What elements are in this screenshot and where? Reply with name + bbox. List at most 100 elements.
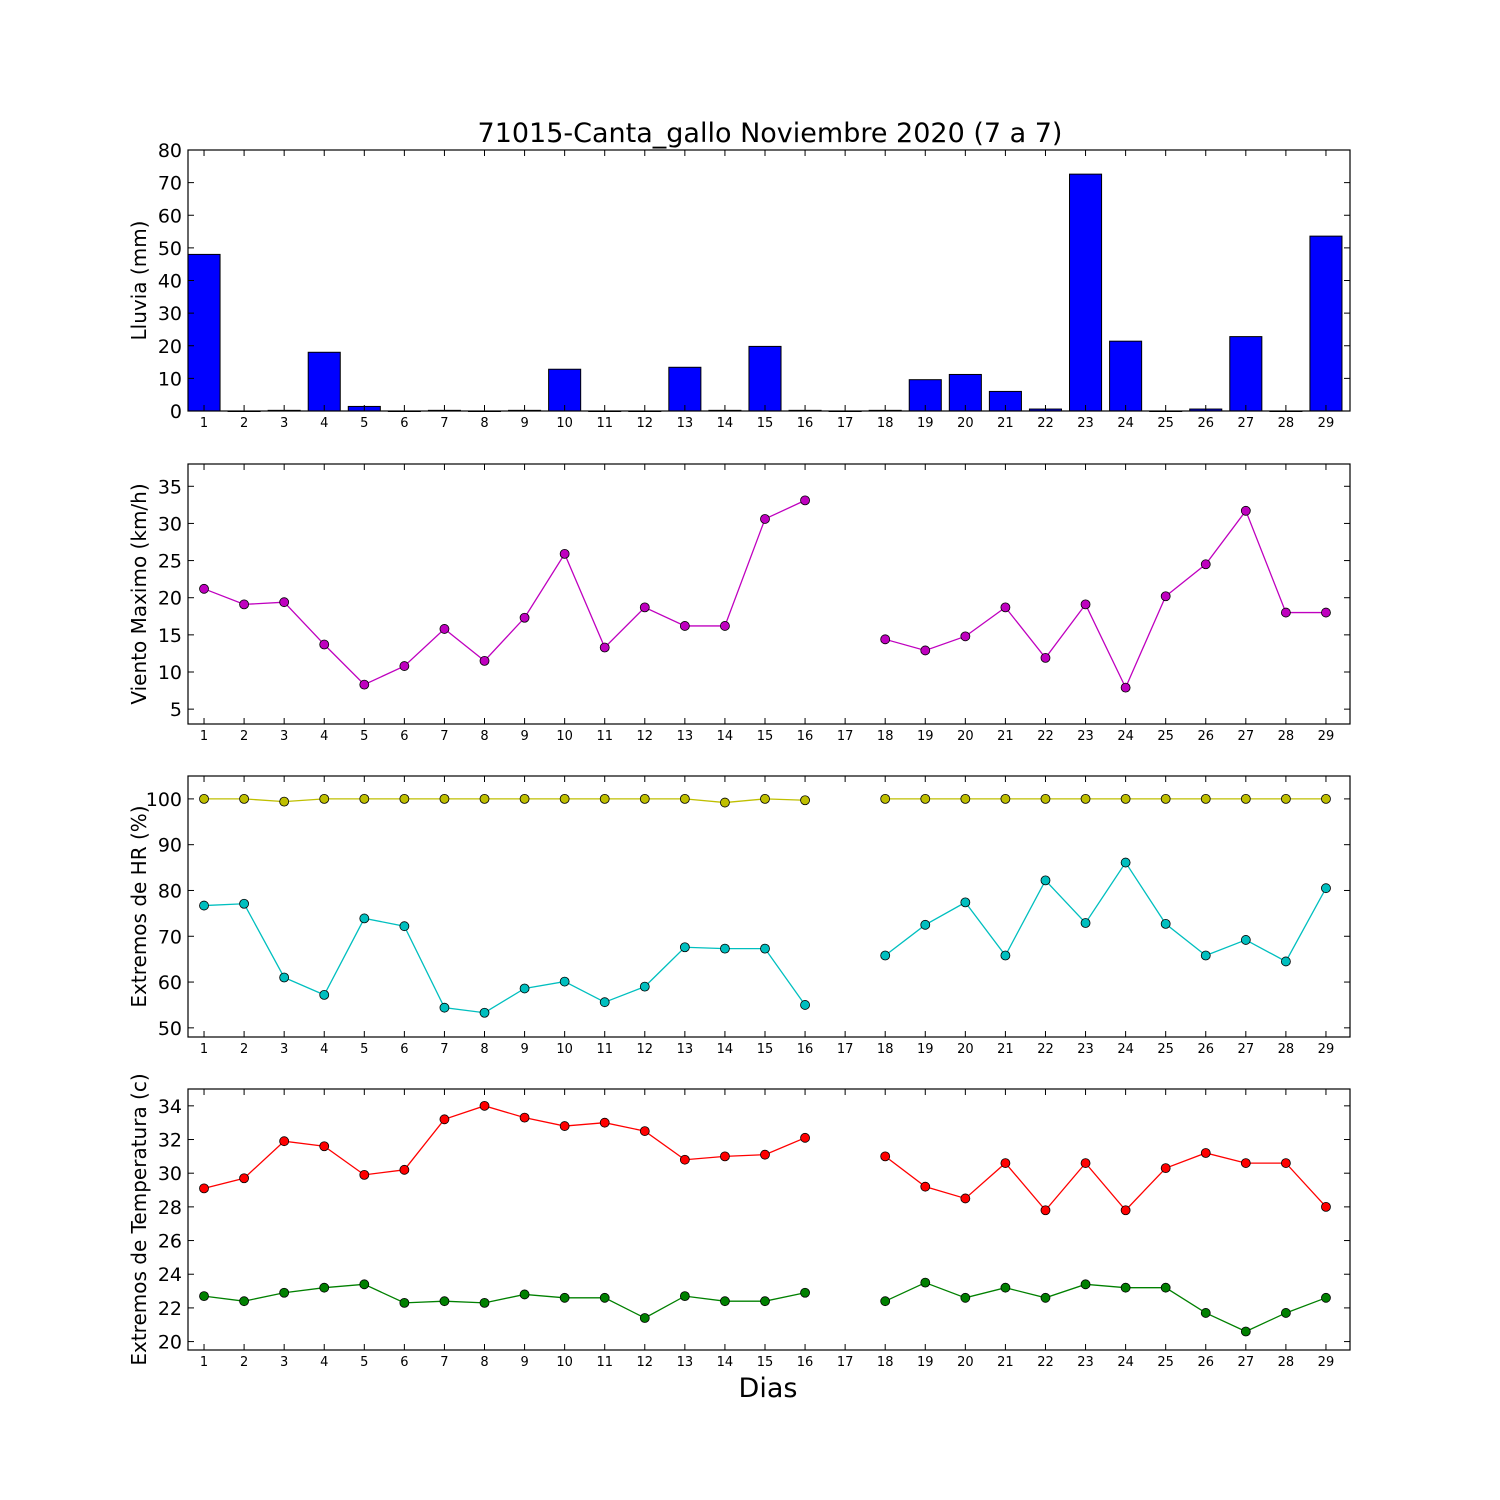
- point-day-3: [279, 1136, 290, 1147]
- x-tick-label: 21: [997, 1042, 1014, 1057]
- series-line-1: [204, 798, 806, 804]
- x-tick-label: 17: [837, 729, 854, 744]
- point-day-11: [599, 1292, 610, 1303]
- point-day-29: [1321, 883, 1331, 894]
- point-day-16: [800, 1000, 810, 1010]
- point-day-7: [439, 793, 450, 804]
- point-day-19: [920, 1277, 931, 1288]
- x-tick-label: 13: [677, 1355, 694, 1370]
- point-day-16: [800, 795, 810, 806]
- x-tick-label: 13: [677, 416, 694, 431]
- x-tick-label: 8: [480, 729, 488, 744]
- point-day-22: [1040, 875, 1051, 886]
- point-day-13: [679, 942, 690, 953]
- point-day-18: [880, 793, 891, 804]
- y-axis-label: Extremos de Temperatura (c): [127, 1073, 151, 1365]
- point-day-23: [1080, 793, 1091, 804]
- point-day-9: [519, 983, 530, 994]
- x-tick-label: 2: [240, 416, 248, 431]
- point-day-22: [1040, 1205, 1051, 1216]
- point-day-1: [199, 1183, 209, 1194]
- x-tick-label: 25: [1157, 1355, 1174, 1370]
- point-day-29: [1321, 607, 1331, 618]
- y-axis-label: Viento Maximo (km/h): [127, 483, 151, 704]
- x-tick-label: 11: [596, 1355, 613, 1370]
- point-day-19: [920, 1181, 931, 1192]
- x-tick-label: 13: [677, 729, 694, 744]
- point-day-21: [1000, 950, 1011, 961]
- point-day-22: [1040, 1292, 1051, 1303]
- x-tick-label: 27: [1238, 416, 1255, 431]
- point-day-20: [960, 1193, 971, 1204]
- point-day-7: [439, 1002, 450, 1013]
- point-day-22: [1040, 652, 1051, 663]
- x-tick-label: 1: [200, 1042, 208, 1057]
- x-tick-label: 13: [677, 1042, 694, 1057]
- point-day-24: [1120, 793, 1131, 804]
- y-tick-label: 24: [158, 1264, 182, 1286]
- x-tick-label: 18: [877, 416, 894, 431]
- bar-day-23: [1069, 173, 1103, 412]
- point-day-6: [399, 661, 410, 671]
- y-axis-label: Extremos de HR (%): [127, 805, 151, 1007]
- x-tick-label: 1: [200, 1355, 208, 1370]
- y-tick-label: 20: [158, 588, 182, 610]
- point-day-29: [1321, 793, 1331, 804]
- point-day-6: [399, 1164, 410, 1175]
- point-day-23: [1080, 1158, 1091, 1168]
- point-day-14: [720, 621, 730, 631]
- x-tick-label: 22: [1037, 1355, 1054, 1370]
- point-day-4: [319, 1141, 330, 1152]
- x-tick-label: 10: [556, 1042, 573, 1057]
- x-tick-label: 25: [1157, 416, 1174, 431]
- axes-frame: [187, 1088, 1351, 1351]
- point-day-23: [1080, 918, 1091, 928]
- point-day-15: [760, 1296, 770, 1307]
- x-tick-label: 6: [400, 1042, 408, 1057]
- point-day-26: [1200, 1148, 1211, 1158]
- y-tick-label: 50: [158, 1018, 182, 1040]
- point-day-27: [1240, 793, 1251, 804]
- point-day-9: [519, 793, 530, 804]
- x-tick-label: 22: [1037, 416, 1054, 431]
- y-tick-label: 100: [146, 789, 182, 811]
- point-day-24: [1120, 1282, 1131, 1293]
- bar-day-1: [187, 253, 221, 412]
- x-tick-label: 26: [1197, 1042, 1214, 1057]
- point-day-14: [720, 1151, 730, 1162]
- chart-title: 71015-Canta_gallo Noviembre 2020 (7 a 7): [478, 118, 1063, 149]
- y-tick-label: 20: [158, 1332, 182, 1354]
- x-tick-label: 1: [200, 729, 208, 744]
- x-tick-label: 4: [320, 1355, 328, 1370]
- y-tick-label: 70: [158, 926, 182, 948]
- bar-day-24: [1109, 340, 1143, 412]
- point-day-26: [1200, 559, 1211, 570]
- point-day-28: [1280, 1308, 1291, 1318]
- point-day-5: [359, 793, 370, 804]
- point-day-9: [519, 612, 530, 623]
- x-tick-label: 14: [717, 1355, 734, 1370]
- x-tick-label: 3: [280, 416, 288, 431]
- x-tick-label: 9: [520, 729, 528, 744]
- x-tick-label: 17: [837, 1042, 854, 1057]
- point-day-8: [479, 1100, 490, 1111]
- x-tick-label: 21: [997, 416, 1014, 431]
- point-day-4: [319, 793, 330, 804]
- point-day-12: [639, 1126, 650, 1136]
- x-tick-label: 12: [637, 1355, 654, 1370]
- x-tick-label: 11: [596, 729, 613, 744]
- point-day-3: [279, 972, 290, 983]
- y-tick-label: 0: [170, 401, 182, 423]
- x-tick-label: 6: [400, 1355, 408, 1370]
- x-tick-label: 17: [837, 416, 854, 431]
- y-tick-label: 15: [158, 625, 182, 647]
- point-day-3: [279, 1287, 290, 1298]
- panel-3: 1 2 3 4 5 6 7 8 9 10 11 12 13 14 15 16 17 18 19 20 21 22 23 24 2…: [127, 775, 1351, 1057]
- x-tick-label: 2: [240, 1355, 248, 1370]
- x-tick-label: 7: [440, 416, 448, 431]
- panel-2: 1 2 3 4 5 6 7 8 9 10 11 12 13 14 15 16 17 18 19 20 21 22 23 24 2…: [127, 463, 1351, 744]
- x-tick-label: 1: [200, 416, 208, 431]
- point-day-27: [1240, 505, 1251, 516]
- y-tick-label: 25: [158, 551, 182, 573]
- point-day-16: [800, 1287, 810, 1298]
